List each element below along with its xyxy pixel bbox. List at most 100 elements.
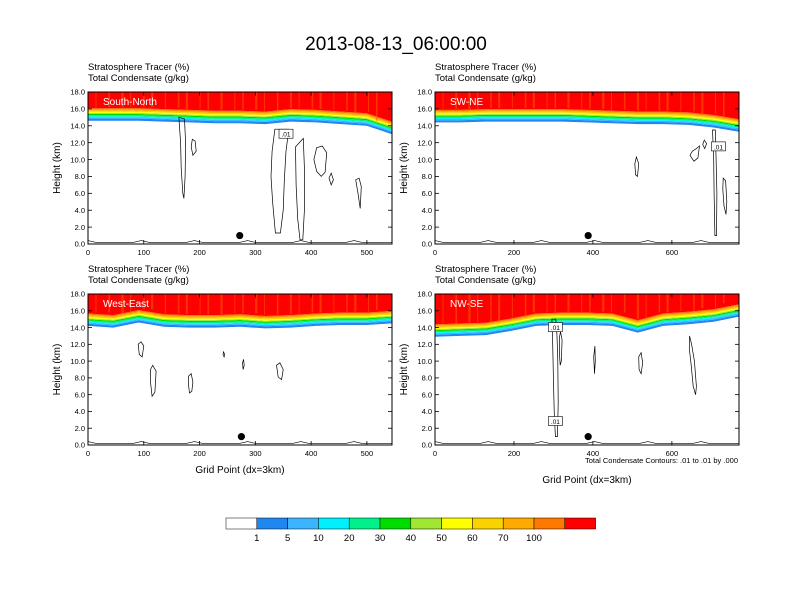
condensate-contour <box>638 351 644 375</box>
contour-label: .01 <box>714 144 723 151</box>
y-tick-label: 0.0 <box>75 240 85 249</box>
condensate-contour <box>295 137 305 241</box>
location-marker <box>584 433 592 441</box>
y-tick-label: 14.0 <box>70 323 85 332</box>
tracer-band-9 <box>88 311 392 319</box>
y-tick-label: 18.0 <box>417 290 432 299</box>
legend-swatch <box>379 517 412 530</box>
y-tick-label: 8.0 <box>422 172 432 181</box>
y-tick-label: 18.0 <box>70 88 85 97</box>
y-tick-label: 10.0 <box>70 155 85 164</box>
plot-area <box>435 294 739 445</box>
legend-swatch <box>564 517 596 530</box>
y-tick-label: 14.0 <box>417 323 432 332</box>
tracer-band-9 <box>435 305 739 327</box>
y-tick-label: 8.0 <box>75 172 85 181</box>
tracer-band-4 <box>435 311 739 333</box>
tracer-band-2 <box>435 313 739 335</box>
legend-label: 40 <box>406 533 417 544</box>
condensate-contour <box>712 129 718 236</box>
tracer-band-2 <box>435 118 739 130</box>
tracer-band-4 <box>435 116 739 128</box>
tracer-band-10 <box>435 109 739 121</box>
y-tick-label: 12.0 <box>417 138 432 147</box>
plot-frame <box>434 293 740 446</box>
legend-swatch <box>441 517 473 530</box>
legend-label: 70 <box>498 533 509 544</box>
field-label-tracer: Stratosphere Tracer (%) <box>88 62 189 73</box>
plot-area <box>88 294 392 445</box>
tracer-band-5 <box>88 114 392 129</box>
chart-title: 2013-08-13_06:00:00 <box>305 34 487 55</box>
y-tick-label: 8.0 <box>75 374 85 383</box>
panel-sw-ne: .01 SW-NE Stratosphere Tracer (%)Total Con… <box>399 62 740 257</box>
condensate-contour <box>328 172 334 186</box>
tracer-band-3 <box>435 117 739 129</box>
legend-label: 100 <box>526 533 542 544</box>
tracer-band-1 <box>88 118 392 135</box>
field-label-condensate: Total Condensate (g/kg) <box>88 275 189 286</box>
y-tick-label: 14.0 <box>70 121 85 130</box>
x-tick-label: 200 <box>193 449 206 458</box>
x-tick-label: 400 <box>305 449 318 458</box>
x-tick-label: 400 <box>587 248 600 257</box>
tracer-band-5 <box>88 315 392 323</box>
tracer-band-6 <box>88 112 392 128</box>
tracer-band-8 <box>88 110 392 126</box>
condensate-contour <box>276 362 284 381</box>
y-tick-label: 0.0 <box>75 441 85 450</box>
x-tick-label: 0 <box>433 449 437 458</box>
panel-nw-se: .01 .01 NW-SE Stratosphere Tracer (%)Total … <box>399 264 740 458</box>
legend-swatch <box>225 517 258 530</box>
tracer-band-100 <box>88 294 392 316</box>
condensate-contour <box>313 145 328 177</box>
legend-swatch <box>348 517 381 530</box>
y-tick-label: 16.0 <box>70 105 85 114</box>
condensate-contour <box>355 177 362 209</box>
panel-name: SW-NE <box>450 97 483 108</box>
plot-frame <box>87 91 393 245</box>
panels: .01 South-North Stratosphere Tracer (%) Tot… <box>52 62 740 458</box>
tracer-band-10 <box>88 310 392 318</box>
condensate-contour <box>722 177 728 215</box>
legend-swatch <box>502 517 535 530</box>
y-tick-label: 14.0 <box>417 121 432 130</box>
tracer-band-5 <box>435 114 739 127</box>
tracer-band-4 <box>88 317 392 324</box>
x-tick-label: 300 <box>249 248 262 257</box>
condensate-contour <box>188 373 194 394</box>
y-tick-label: 2.0 <box>75 223 85 232</box>
y-tick-label: 12.0 <box>417 340 432 349</box>
tracer-band-7 <box>88 313 392 321</box>
tracer-band-100 <box>435 294 739 325</box>
tracer-band-10 <box>435 304 739 326</box>
plot-area <box>88 92 392 244</box>
location-marker <box>584 231 592 240</box>
condensate-contour <box>702 139 707 150</box>
x-tick-label: 600 <box>666 248 679 257</box>
field-label-condensate: Total Condensate (g/kg) <box>435 73 536 84</box>
panel-name: West-East <box>103 299 149 310</box>
tracer-band-2 <box>88 117 392 133</box>
condensate-contour <box>190 138 197 157</box>
y-tick-label: 6.0 <box>422 390 432 399</box>
tracer-band-3 <box>88 318 392 325</box>
x-axis-label-left: Grid Point (dx=3km) <box>195 465 284 476</box>
plot-area <box>435 92 739 244</box>
tracer-band-7 <box>435 112 739 124</box>
condensate-contour <box>688 335 697 395</box>
y-tick-label: 12.0 <box>70 340 85 349</box>
contour-label-box <box>278 128 294 139</box>
panel-name: South-North <box>103 97 157 108</box>
color-legend: 1 5 10 20 30 40 50 60 70 100 <box>225 517 596 544</box>
tracer-band-8 <box>435 306 739 328</box>
tracer-band-2 <box>88 319 392 327</box>
condensate-contour <box>270 128 290 234</box>
y-tick-label: 4.0 <box>75 407 85 416</box>
terrain-contour <box>435 240 739 243</box>
panel-name: NW-SE <box>450 299 483 310</box>
legend-swatch <box>410 517 442 530</box>
x-tick-label: 0 <box>433 248 437 257</box>
y-tick-label: 6.0 <box>75 390 85 399</box>
